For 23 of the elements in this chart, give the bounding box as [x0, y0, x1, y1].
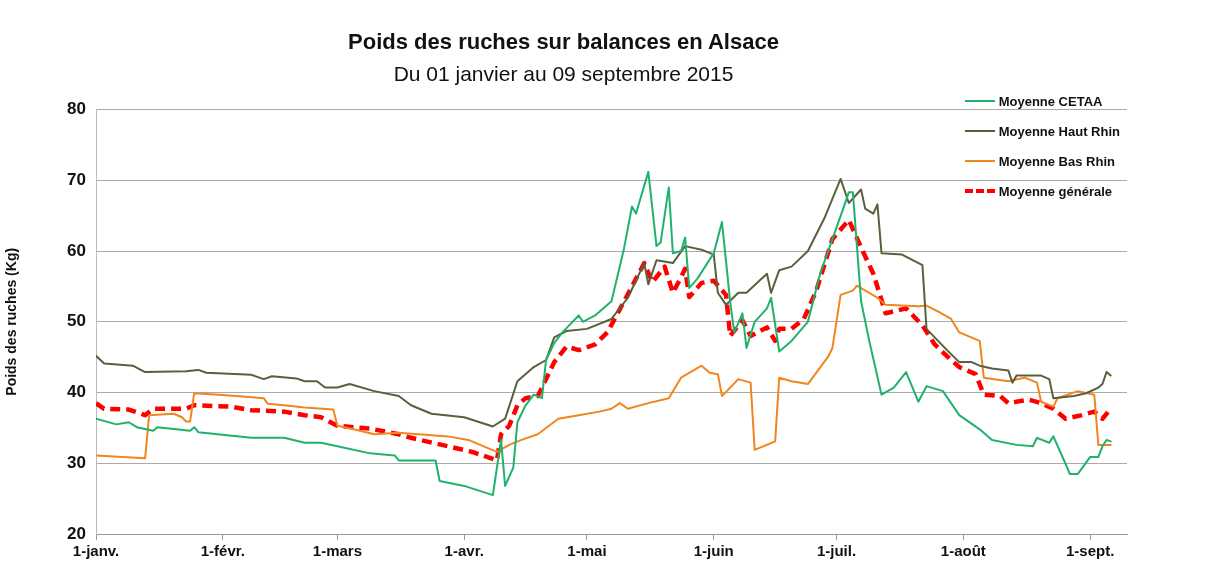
- y-tick-label: 60: [67, 240, 86, 260]
- y-tick-label: 40: [67, 382, 86, 402]
- y-tick-label: 20: [67, 523, 86, 543]
- legend-label: Moyenne Bas Rhin: [998, 153, 1115, 169]
- legend-label: Moyenne CETAA: [998, 93, 1103, 109]
- x-tick-label: 1-août: [940, 542, 986, 560]
- y-tick-label: 50: [67, 311, 86, 331]
- x-tick-label: 1-juil.: [816, 542, 857, 560]
- x-tick-label: 1-févr.: [200, 542, 245, 560]
- x-tick-label: 1-juin: [693, 542, 734, 560]
- x-tick-label: 1-sept.: [1066, 542, 1115, 560]
- legend-label: Moyenne générale: [998, 183, 1113, 199]
- chart-title: Poids des ruches sur balances en Alsace: [348, 29, 779, 55]
- x-tick-label: 1-mars: [312, 542, 362, 560]
- chart-subtitle: Du 01 janvier au 09 septembre 2015: [393, 61, 734, 85]
- legend-label: Moyenne Haut Rhin: [998, 123, 1120, 139]
- x-tick-label: 1-mai: [567, 542, 607, 560]
- x-tick-label: 1-avr.: [444, 542, 484, 560]
- x-tick-label: 1-janv.: [72, 542, 120, 560]
- y-tick-label: 80: [67, 99, 86, 119]
- y-axis-title: Poids des ruches (Kg): [3, 247, 20, 396]
- y-tick-label: 30: [67, 452, 86, 472]
- y-tick-label: 70: [67, 170, 86, 190]
